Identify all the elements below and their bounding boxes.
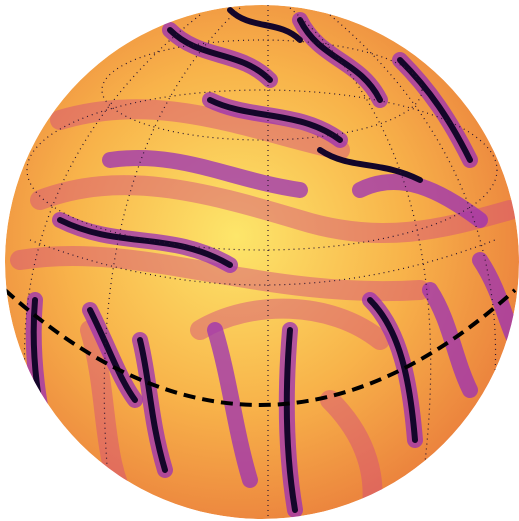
page: {} (0, 0, 519, 521)
sphere (5, 5, 519, 520)
sphere-figure (0, 0, 519, 521)
